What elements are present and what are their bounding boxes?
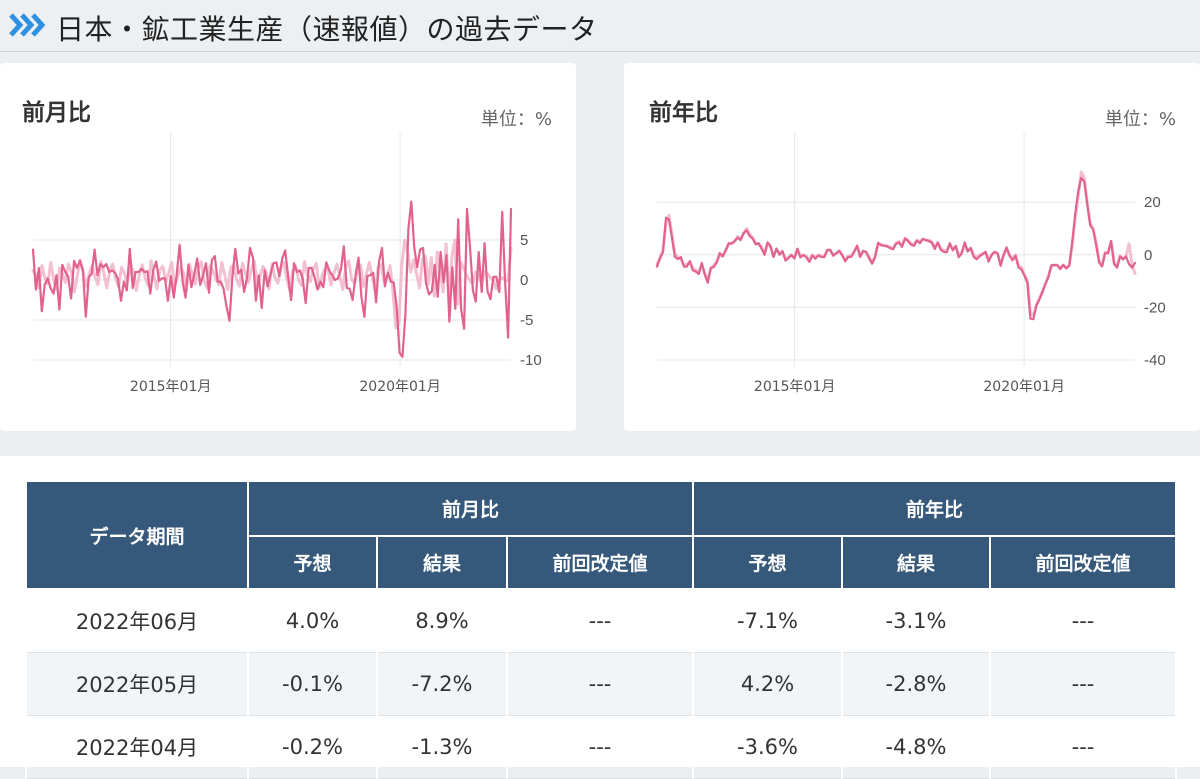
mom-line-chart: 2015年01月 2020年01月 5 0 -5 -10 [31, 133, 542, 395]
mom-revised-cell: --- [506, 589, 694, 653]
mom-forecast-cell: -0.1% [247, 652, 378, 716]
y-tick-label: -20 [1144, 299, 1166, 316]
page-header: 日本・鉱工業生産（速報値）の過去データ [0, 0, 1200, 52]
yoy-forecast-cell: -3.6% [692, 715, 843, 779]
mom-result-header: 結果 [376, 535, 508, 590]
yoy-forecast-cell: 4.2% [692, 652, 843, 716]
period-cell: 2022年06月 [25, 589, 249, 653]
yoy-group-header: 前年比 [692, 480, 1177, 537]
period-cell: 2022年05月 [25, 652, 249, 716]
yoy-result-cell: -2.8% [841, 652, 991, 716]
yoy-line-chart: 2015年01月 2020年01月 20 0 -20 -40 [655, 133, 1166, 395]
period-header: データ期間 [25, 480, 249, 590]
x-tick-label: 2015年01月 [130, 379, 211, 395]
yoy-revised-cell: --- [989, 652, 1177, 716]
y-tick-label: 5 [520, 232, 528, 249]
forecast-series-line [31, 238, 513, 330]
table-row: 2022年04月 -0.2% -1.3% --- -3.6% -4.8% --- [25, 715, 1177, 779]
y-tick-label: -10 [520, 352, 542, 369]
result-series-line [655, 176, 1137, 321]
table-row: 2022年06月 4.0% 8.9% --- -7.1% -3.1% --- [25, 589, 1177, 653]
triple-chevron-icon [9, 13, 46, 37]
mom-chart-unit: 単位：% [480, 109, 552, 130]
yoy-revised-cell: --- [989, 715, 1177, 779]
yoy-result-header: 結果 [841, 535, 991, 590]
y-tick-label: -40 [1144, 352, 1166, 369]
page-title: 日本・鉱工業生産（速報値）の過去データ [56, 13, 598, 46]
yoy-result-cell: -3.1% [841, 589, 991, 653]
y-tick-label: 0 [1144, 247, 1152, 264]
x-tick-label: 2020年01月 [359, 379, 440, 395]
mom-chart-title: 前月比 [22, 100, 91, 126]
mom-revised-cell: --- [506, 652, 694, 716]
mom-group-header: 前月比 [247, 480, 694, 537]
yoy-forecast-header: 予想 [692, 535, 843, 590]
mom-result-cell: -1.3% [376, 715, 508, 779]
mom-revised-header: 前回改定値 [506, 535, 694, 590]
history-table: データ期間 前月比 前年比 予想 結果 前回改定値 予想 結果 前回改定値 20… [25, 480, 1177, 779]
mom-result-cell: -7.2% [376, 652, 508, 716]
y-tick-label: 20 [1144, 194, 1161, 211]
table-row: 2022年05月 -0.1% -7.2% --- 4.2% -2.8% --- [25, 652, 1177, 716]
yoy-chart-card: 前年比 単位：% 2015年01月 2020年01月 20 0 -20 -40 [624, 63, 1200, 431]
mom-forecast-cell: 4.0% [247, 589, 378, 653]
y-tick-label: -5 [520, 312, 533, 329]
yoy-chart-title: 前年比 [649, 100, 718, 126]
yoy-forecast-cell: -7.1% [692, 589, 843, 653]
yoy-chart-unit: 単位：% [1104, 109, 1176, 130]
x-tick-label: 2020年01月 [983, 379, 1064, 395]
mom-forecast-header: 予想 [247, 535, 378, 590]
y-tick-label: 0 [520, 272, 528, 289]
mom-result-cell: 8.9% [376, 589, 508, 653]
yoy-revised-cell: --- [989, 589, 1177, 653]
x-tick-label: 2015年01月 [754, 379, 835, 395]
yoy-result-cell: -4.8% [841, 715, 991, 779]
period-cell: 2022年04月 [25, 715, 249, 779]
mom-forecast-cell: -0.2% [247, 715, 378, 779]
history-table-panel: データ期間 前月比 前年比 予想 結果 前回改定値 予想 結果 前回改定値 20… [0, 456, 1200, 779]
result-series-line [31, 200, 513, 358]
yoy-revised-header: 前回改定値 [989, 535, 1177, 590]
mom-revised-cell: --- [506, 715, 694, 779]
mom-chart-card: 前月比 単位：% 2015年01月 2020年01月 5 0 -5 -10 [0, 63, 576, 431]
